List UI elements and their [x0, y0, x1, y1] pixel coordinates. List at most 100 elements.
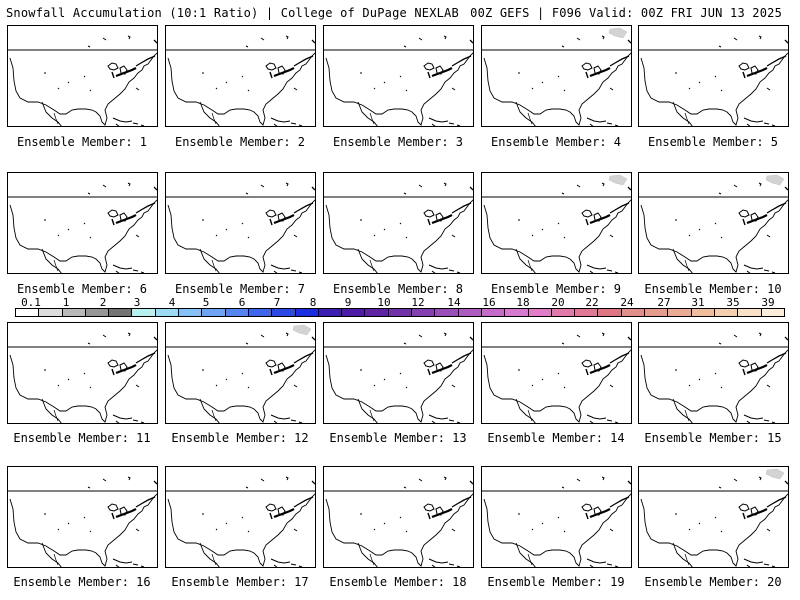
us-outline-map — [324, 332, 473, 423]
colorbar-tick-label: 18 — [516, 296, 530, 309]
member-label: Ensemble Member: 14 — [487, 431, 625, 445]
member-label: Ensemble Member: 19 — [487, 575, 625, 589]
member-map-panel — [638, 322, 789, 424]
colorbar-swatch — [85, 309, 110, 316]
colorbar-swatch — [458, 309, 482, 316]
colorbar-tick-label: 7 — [273, 296, 281, 309]
us-outline-map — [166, 35, 315, 126]
colorbar-tick-label: 10 — [377, 296, 391, 309]
us-outline-map — [166, 476, 315, 567]
colorbar-tick-label: 22 — [585, 296, 599, 309]
colorbar-tick-label: 14 — [447, 296, 461, 309]
us-outline-map — [166, 182, 315, 273]
us-outline-map — [324, 476, 473, 567]
colorbar-swatch — [691, 309, 715, 316]
colorbar-swatch — [225, 309, 249, 316]
member-label: Ensemble Member: 2 — [174, 135, 306, 149]
member-label: Ensemble Member: 10 — [644, 282, 782, 296]
colorbar-tick-label: 6 — [238, 296, 246, 309]
us-outline-map — [482, 332, 631, 423]
colorbar-swatch — [481, 309, 506, 316]
colorbar-swatch — [738, 309, 762, 316]
colorbar-tick-label: 12 — [411, 296, 425, 309]
member-map-panel — [638, 466, 789, 568]
colorbar-swatch — [272, 309, 296, 316]
us-outline-map — [324, 35, 473, 126]
colorbar-swatch — [342, 309, 366, 316]
colorbar-swatch — [575, 309, 599, 316]
member-label: Ensemble Member: 15 — [644, 431, 782, 445]
member-map-panel — [7, 25, 158, 127]
member-label: Ensemble Member: 1 — [16, 135, 148, 149]
colorbar-labels: 0.1 1 2 3 4 5 6 7 8 9 10 12 14 16 18 20 22 24 27 31 35 39 — [0, 296, 800, 309]
colorbar-swatch — [155, 309, 180, 316]
us-outline-map — [639, 468, 788, 567]
member-label: Ensemble Member: 13 — [329, 431, 467, 445]
colorbar-tick-label: 5 — [202, 296, 210, 309]
member-map-panel — [323, 466, 474, 568]
colorbar-tick-label: 16 — [482, 296, 496, 309]
member-label: Ensemble Member: 12 — [171, 431, 309, 445]
colorbar-swatch — [109, 309, 133, 316]
colorbar-tick-label: 9 — [344, 296, 352, 309]
colorbar-swatch — [202, 309, 226, 316]
member-label: Ensemble Member: 7 — [174, 282, 306, 296]
member-label: Ensemble Member: 8 — [332, 282, 464, 296]
colorbar-swatch — [551, 309, 576, 316]
colorbar-tick-label: 1 — [62, 296, 70, 309]
colorbar-swatch — [435, 309, 459, 316]
colorbar-swatch — [132, 309, 156, 316]
colorbar-tick-label: 2 — [99, 296, 107, 309]
colorbar-swatch — [668, 309, 692, 316]
member-map-panel — [481, 172, 632, 274]
colorbar-tick-label: 4 — [168, 296, 176, 309]
colorbar-tick-label: 39 — [761, 296, 775, 309]
colorbar-tick-label: 24 — [620, 296, 634, 309]
colorbar-tick-label: 31 — [691, 296, 705, 309]
member-map-panel — [7, 172, 158, 274]
member-label: Ensemble Member: 20 — [644, 575, 782, 589]
colorbar-swatch — [528, 309, 552, 316]
colorbar-swatch — [39, 309, 63, 316]
member-label: Ensemble Member: 6 — [16, 282, 148, 296]
colorbar-tick-label: 8 — [309, 296, 317, 309]
colorbar-swatch — [179, 309, 203, 316]
us-outline-map — [8, 35, 157, 126]
member-label: Ensemble Member: 9 — [490, 282, 622, 296]
member-map-panel — [481, 322, 632, 424]
colorbar-tick-label: 20 — [551, 296, 565, 309]
snowfall-colorbar — [15, 308, 785, 317]
colorbar-swatch — [505, 309, 529, 316]
colorbar-swatch — [365, 309, 389, 316]
member-label: Ensemble Member: 16 — [13, 575, 151, 589]
us-outline-map — [8, 332, 157, 423]
member-map-panel — [323, 172, 474, 274]
member-map-panel — [165, 25, 316, 127]
member-label: Ensemble Member: 3 — [332, 135, 464, 149]
member-map-panel — [323, 25, 474, 127]
us-outline-map — [639, 174, 788, 273]
colorbar-swatch — [62, 309, 86, 316]
us-outline-map — [482, 174, 631, 273]
colorbar-swatch — [714, 309, 739, 316]
colorbar-tick-label: 27 — [657, 296, 671, 309]
member-label: Ensemble Member: 11 — [13, 431, 151, 445]
colorbar-tick-label: 0.1 — [21, 296, 41, 309]
map-title: Snowfall Accumulation (10:1 Ratio) | Col… — [6, 6, 459, 20]
colorbar-swatch — [295, 309, 319, 316]
member-map-panel — [165, 466, 316, 568]
us-outline-map — [639, 35, 788, 126]
colorbar-swatch — [412, 309, 436, 316]
us-outline-map — [8, 182, 157, 273]
member-map-panel — [638, 172, 789, 274]
colorbar-swatch — [645, 309, 669, 316]
us-outline-map — [8, 476, 157, 567]
member-map-panel — [165, 172, 316, 274]
member-map-panel — [323, 322, 474, 424]
colorbar-swatch — [598, 309, 622, 316]
model-run-valid-time: 00Z GEFS | F096 Valid: 00Z FRI JUN 13 20… — [470, 6, 782, 20]
colorbar-swatch — [248, 309, 273, 316]
member-label: Ensemble Member: 5 — [647, 135, 779, 149]
colorbar-swatch — [388, 309, 413, 316]
us-outline-map — [639, 332, 788, 423]
